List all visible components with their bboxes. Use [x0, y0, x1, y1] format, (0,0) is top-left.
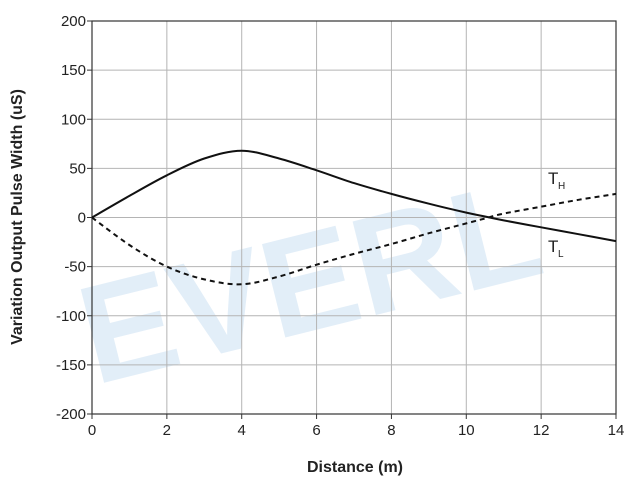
- y-tick-label: -200: [56, 406, 86, 423]
- series-line-t-l: [91, 149, 617, 243]
- x-tick-label: 2: [163, 422, 171, 439]
- y-tick-label: -100: [56, 308, 86, 325]
- x-axis-title: Distance (m): [307, 459, 403, 476]
- series-label-sub: L: [558, 249, 564, 260]
- y-tick-label: 0: [78, 210, 86, 227]
- watermark-text: EVERL: [64, 149, 555, 414]
- x-tick-label: 14: [608, 422, 625, 439]
- x-tick-label: 6: [312, 422, 320, 439]
- watermark-layer: EVERL: [64, 149, 555, 414]
- x-tick-label: 4: [238, 422, 246, 439]
- y-tick-label: 150: [61, 62, 86, 79]
- label-layer: T HT L: [548, 169, 565, 260]
- y-tick-label: 200: [61, 13, 86, 30]
- x-tick-label: 8: [387, 422, 395, 439]
- x-tick-label: 0: [88, 422, 96, 439]
- y-axis-title: Variation Output Pulse Width (uS): [9, 89, 26, 345]
- series-label-main: T: [548, 237, 558, 256]
- series-label-main: T: [548, 169, 558, 188]
- x-tick-label: 12: [533, 422, 550, 439]
- series-layer: [91, 149, 617, 286]
- series-line-t-h: [91, 192, 617, 286]
- series-label-sub: H: [558, 181, 565, 192]
- y-tick-label: -150: [56, 357, 86, 374]
- y-tick-label: 100: [61, 111, 86, 128]
- y-tick-label: 50: [69, 160, 86, 177]
- y-tick-label: -50: [64, 259, 86, 276]
- axis-layer: 0 2 4 6 8 10 12 14 200 150 100 50 0 -50 -100 -150 -200: [56, 13, 624, 439]
- x-tick-label: 10: [458, 422, 475, 439]
